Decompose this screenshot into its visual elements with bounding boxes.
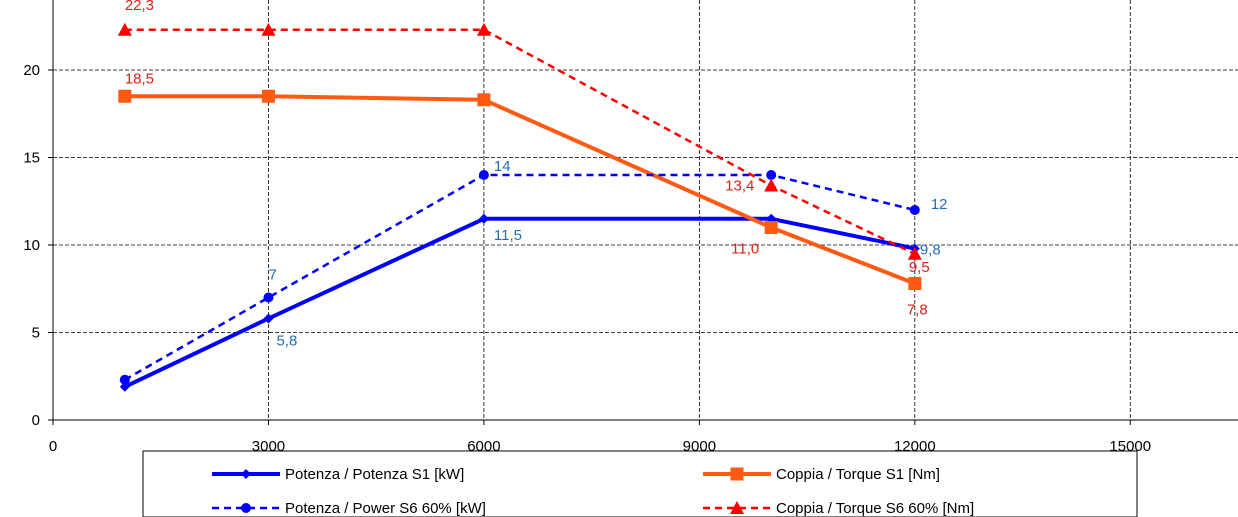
legend-label: Coppia / Torque S1 [Nm] xyxy=(776,466,940,483)
data-label: 13,4 xyxy=(725,178,754,195)
marker-triangle xyxy=(261,22,276,36)
marker-diamond xyxy=(478,213,489,224)
series-1 xyxy=(119,213,920,392)
marker-square xyxy=(764,221,778,234)
y-tick-label: 15 xyxy=(23,150,40,167)
marker-triangle xyxy=(117,22,132,36)
series-line xyxy=(124,28,916,255)
data-label: 22,3 xyxy=(125,0,154,14)
data-label: 7,8 xyxy=(907,302,928,319)
series-line xyxy=(124,173,916,381)
legend-box xyxy=(142,450,1138,517)
legend-label: Potenza / Power S6 60% [kW] xyxy=(285,500,486,517)
data-label: 12 xyxy=(931,196,948,213)
data-label: 9,5 xyxy=(909,259,930,276)
series-line xyxy=(124,94,916,286)
data-labels: 5,8 11,5 9,8 18,5 11,0 7,8 7 14 12 22,3 13,4 9,5 xyxy=(125,0,948,350)
legend-item-2: Coppia / Torque S1 [Nm] xyxy=(703,466,940,483)
y-tick-label: 0 xyxy=(32,412,40,429)
y-tick-label: 5 xyxy=(32,325,40,342)
marker-circle xyxy=(766,170,777,180)
marker-circle xyxy=(119,374,130,385)
series-4 xyxy=(117,22,922,260)
marker-diamond xyxy=(119,381,130,392)
data-label: 11,5 xyxy=(494,227,522,244)
marker-circle xyxy=(241,503,251,513)
y-tick-label: 10 xyxy=(23,237,40,254)
legend-label: Potenza / Potenza S1 [kW] xyxy=(285,466,464,483)
series-3 xyxy=(119,170,920,385)
series-2 xyxy=(118,89,922,290)
grid xyxy=(53,0,1238,420)
legend-item-1: Potenza / Potenza S1 [kW] xyxy=(212,466,464,483)
data-label: 18,5 xyxy=(125,70,154,87)
data-label: 9,8 xyxy=(920,242,941,259)
marker-square xyxy=(477,93,491,107)
series xyxy=(117,22,922,392)
marker-square xyxy=(730,467,744,481)
marker-triangle xyxy=(476,22,491,36)
legend: Potenza / Potenza S1 [kW] Coppia / Torque… xyxy=(142,450,1138,517)
marker-square xyxy=(261,89,275,103)
marker-triangle xyxy=(764,178,779,192)
marker-circle xyxy=(478,170,489,180)
data-label: 5,8 xyxy=(276,333,297,350)
legend-item-4: Coppia / Torque S6 60% [Nm] xyxy=(703,500,974,517)
data-label: 11,0 xyxy=(731,241,759,258)
data-label: 14 xyxy=(494,158,511,175)
marker-triangle xyxy=(730,501,744,514)
y-tick-label: 20 xyxy=(23,62,40,79)
legend-item-3: Potenza / Power S6 60% [kW] xyxy=(212,500,486,517)
x-tick-label: 0 xyxy=(49,438,57,455)
marker-circle xyxy=(909,205,920,215)
marker-square xyxy=(908,277,922,290)
legend-label: Coppia / Torque S6 60% [Nm] xyxy=(776,500,974,517)
marker-diamond xyxy=(241,469,251,479)
marker-square xyxy=(118,89,132,103)
marker-triangle xyxy=(907,246,922,260)
series-line xyxy=(123,216,916,389)
marker-diamond xyxy=(263,313,274,324)
data-label: 7 xyxy=(268,267,276,284)
marker-circle xyxy=(263,292,274,303)
